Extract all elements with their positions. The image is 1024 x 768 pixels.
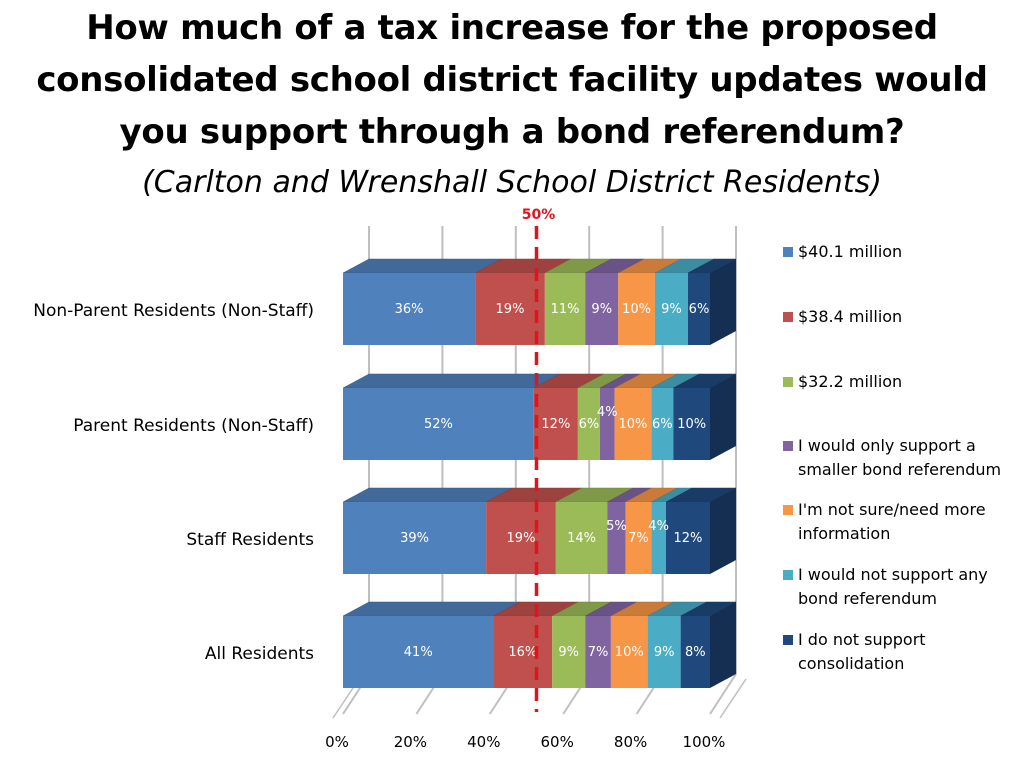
- bar-segment: [486, 502, 556, 574]
- data-label: 19%: [496, 302, 525, 317]
- bar-side-face: [710, 602, 736, 688]
- data-label: 52%: [424, 417, 453, 432]
- x-tick-label: 80%: [614, 733, 647, 751]
- bar-segment: [555, 502, 608, 574]
- legend-label: I'm not sure/need more information: [798, 500, 986, 543]
- chart-title: How much of a tax increase for the propo…: [36, 8, 988, 152]
- data-label: 11%: [551, 302, 580, 317]
- category-label: Staff Residents: [186, 530, 314, 550]
- bar-segment: [654, 273, 688, 345]
- x-tick-label: 100%: [683, 733, 726, 751]
- legend-label: I would not support any bond referendum: [798, 565, 988, 608]
- x-tick-label: 0%: [325, 733, 349, 751]
- data-label: 14%: [567, 531, 596, 546]
- data-label: 7%: [628, 531, 649, 546]
- data-label: 10%: [622, 302, 651, 317]
- legend-label: $32.2 million: [798, 372, 903, 391]
- data-label: 6%: [652, 417, 673, 432]
- legend-label: $40.1 million: [798, 242, 903, 261]
- bar-top-face: [342, 373, 560, 389]
- bar-segment: [618, 273, 655, 345]
- legend-swatch: [783, 505, 793, 515]
- bar-segment: [607, 502, 626, 574]
- x-tick-label: 40%: [467, 733, 500, 751]
- bar-side-face: [710, 374, 736, 460]
- bar-top-face: [342, 487, 513, 503]
- bar-segment: [343, 388, 534, 460]
- legend-swatch: [783, 441, 793, 451]
- bar-segment: [493, 616, 553, 688]
- reference-line-label: 50%: [522, 207, 556, 223]
- data-label: 41%: [404, 645, 433, 660]
- bar-segment: [585, 616, 611, 688]
- data-label: 10%: [677, 417, 706, 432]
- data-label: 36%: [395, 302, 424, 317]
- data-label: 10%: [618, 417, 647, 432]
- bar-segment: [585, 273, 619, 345]
- legend-label: I do not support consolidation: [798, 630, 926, 673]
- bar-segment: [651, 388, 674, 460]
- bar-segment: [343, 273, 476, 345]
- data-label: 9%: [558, 645, 579, 660]
- category-label: All Residents: [205, 644, 314, 664]
- data-label: 16%: [508, 645, 537, 660]
- legend-swatch: [783, 635, 793, 645]
- bar-segment: [343, 502, 487, 574]
- bar-segment: [544, 273, 586, 345]
- data-label: 19%: [507, 531, 536, 546]
- bar-segment: [599, 388, 615, 460]
- bar-segment: [680, 616, 710, 688]
- data-label: 12%: [674, 531, 703, 546]
- data-label: 9%: [654, 645, 675, 660]
- bar-segment: [610, 616, 648, 688]
- bar-top-face: [342, 601, 520, 617]
- data-label: 9%: [591, 302, 612, 317]
- bar-segment: [343, 616, 494, 688]
- data-label: 7%: [588, 645, 609, 660]
- data-label: 6%: [689, 302, 710, 317]
- bar-segment: [673, 388, 710, 460]
- category-label: Non-Parent Residents (Non-Staff): [33, 301, 314, 321]
- floor-edge: [719, 678, 747, 719]
- legend-label: I would only support a smaller bond refe…: [798, 436, 1002, 479]
- bar-segment: [533, 388, 578, 460]
- data-label: 12%: [541, 417, 570, 432]
- data-label: 6%: [579, 417, 600, 432]
- bar-segment: [475, 273, 545, 345]
- legend-swatch: [783, 312, 793, 322]
- chart-subtitle: (Carlton and Wrenshall School District R…: [142, 165, 882, 200]
- x-tick-label: 60%: [541, 733, 574, 751]
- data-label: 10%: [615, 645, 644, 660]
- bar-segment: [651, 502, 666, 574]
- data-label: 9%: [661, 302, 682, 317]
- data-label: 5%: [606, 519, 627, 534]
- category-label: Parent Residents (Non-Staff): [73, 416, 314, 436]
- bar-segment: [552, 616, 586, 688]
- legend-swatch: [783, 570, 793, 580]
- bar-top-face: [342, 258, 502, 274]
- data-label: 4%: [597, 405, 618, 420]
- legend-swatch: [783, 247, 793, 257]
- legend-label: $38.4 million: [798, 307, 903, 326]
- bar-segment: [614, 388, 652, 460]
- data-label: 8%: [685, 645, 706, 660]
- bar-segment: [687, 273, 710, 345]
- bar-side-face: [710, 259, 736, 345]
- bar-segment: [577, 388, 600, 460]
- data-label: 39%: [400, 531, 429, 546]
- bar-segment: [625, 502, 652, 574]
- legend-swatch: [783, 377, 793, 387]
- bar-side-face: [710, 488, 736, 574]
- x-tick-label: 20%: [394, 733, 427, 751]
- bar-segment: [665, 502, 710, 574]
- floor-gridline: [709, 673, 737, 715]
- bar-segment: [647, 616, 681, 688]
- data-label: 4%: [648, 519, 669, 534]
